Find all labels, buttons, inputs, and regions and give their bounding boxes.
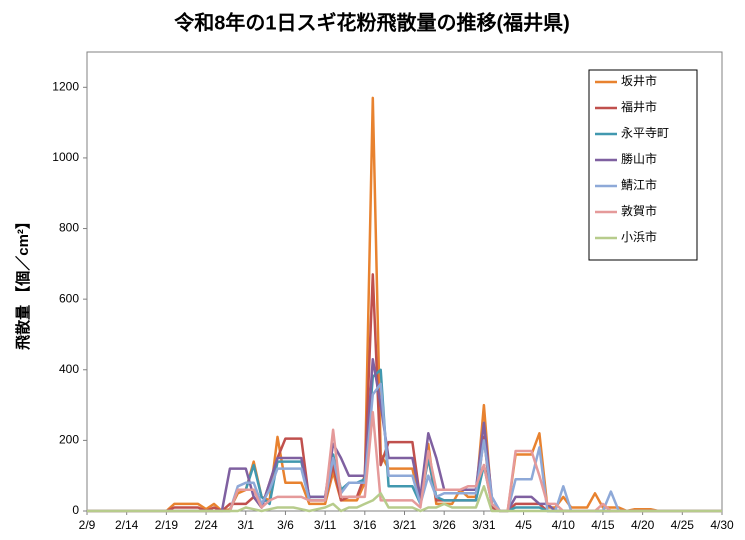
y-tick-label: 800: [59, 221, 79, 235]
x-tick-label: 3/11: [314, 518, 337, 532]
y-tick-label: 1200: [52, 79, 79, 93]
y-tick-label: 200: [59, 433, 79, 447]
series-line: [87, 485, 722, 513]
legend-label: 福井市: [621, 99, 657, 114]
x-tick-label: 4/15: [591, 518, 615, 532]
x-tick-label: 4/10: [552, 518, 576, 532]
legend-label: 坂井市: [621, 73, 657, 88]
x-tick-label: 2/19: [155, 518, 179, 532]
x-tick-label: 4/25: [671, 518, 695, 532]
legend-label: 敦賀市: [621, 203, 657, 218]
x-tick-label: 3/1: [237, 518, 254, 532]
y-tick-label: 600: [59, 291, 79, 305]
x-tick-label: 3/16: [353, 518, 377, 532]
y-tick-label: 0: [72, 503, 79, 517]
x-tick-label: 3/26: [433, 518, 457, 532]
x-tick-label: 3/21: [393, 518, 417, 532]
x-tick-label: 2/9: [79, 518, 96, 532]
x-tick-label: 2/14: [115, 518, 139, 532]
legend-label: 勝山市: [621, 151, 657, 166]
x-tick-label: 2/24: [194, 518, 218, 532]
x-tick-label: 4/5: [515, 518, 532, 532]
legend-label: 永平寺町: [621, 126, 669, 140]
x-tick-label: 3/31: [472, 518, 496, 532]
legend-label: 小浜市: [621, 229, 657, 244]
x-tick-label: 4/30: [710, 518, 734, 532]
legend-label: 鯖江市: [621, 177, 657, 192]
y-tick-label: 1000: [52, 150, 79, 164]
chart-title: 令和8年の1日スギ花粉飛散量の推移(福井県): [174, 10, 570, 34]
legend-box: [588, 69, 698, 261]
x-tick-label: 4/20: [631, 518, 655, 532]
y-tick-label: 400: [59, 362, 79, 376]
x-tick-label: 3/6: [277, 518, 294, 532]
y-axis-label: 飛散量 【個／cm²】: [14, 214, 32, 351]
